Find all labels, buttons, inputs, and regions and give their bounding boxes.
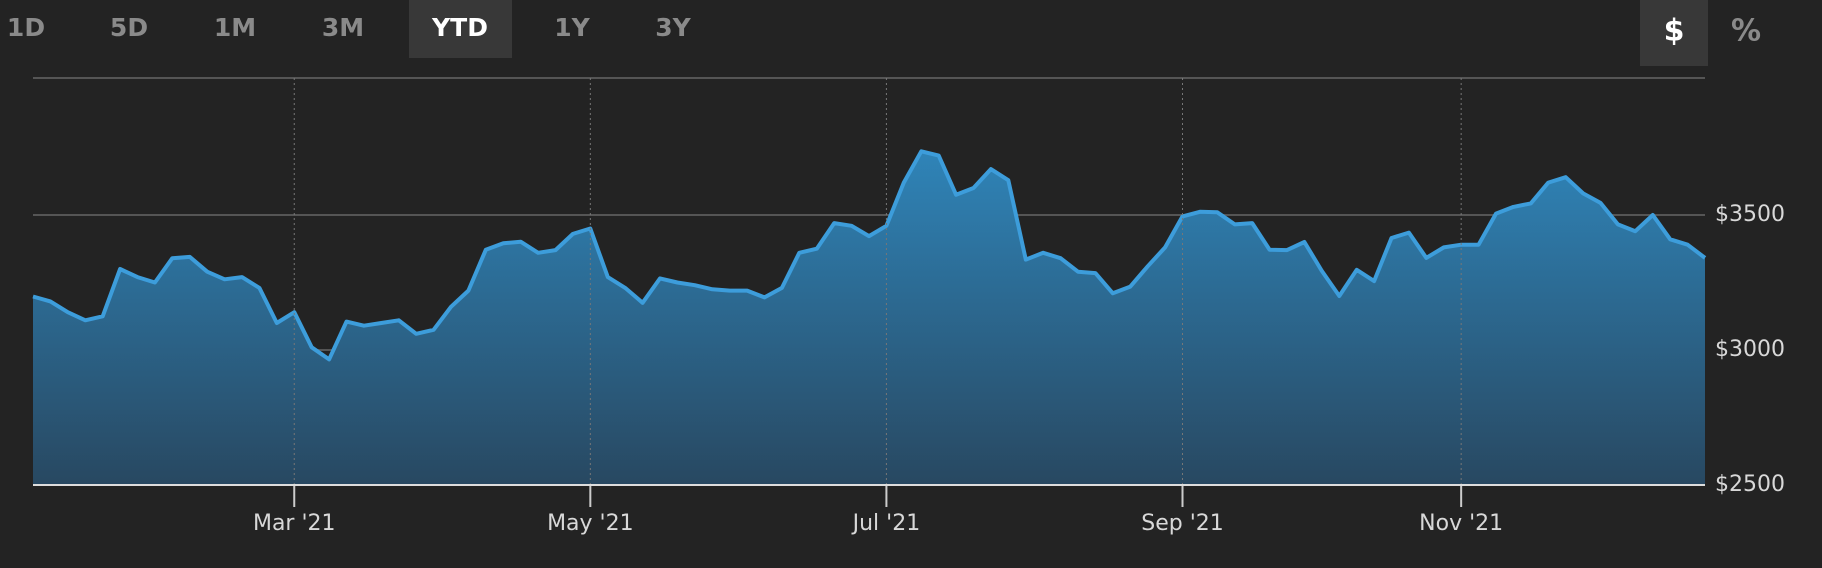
range-button[interactable]: 1D <box>7 13 45 42</box>
area <box>33 151 1705 486</box>
unit-button[interactable]: % <box>1731 14 1761 49</box>
x-tick-label: Sep '21 <box>1141 511 1224 536</box>
range-button-bg <box>409 0 512 58</box>
line <box>32 149 1707 362</box>
y-tick-label: $2500 <box>1715 472 1785 497</box>
range-button[interactable]: 5D <box>110 13 148 42</box>
x-tick-label: Nov '21 <box>1419 511 1503 536</box>
x-tick-label: May '21 <box>547 511 634 536</box>
x-tick-label: Mar '21 <box>253 511 336 536</box>
range-button[interactable]: 1Y <box>554 13 590 42</box>
x-tick-label: Jul '21 <box>851 511 921 536</box>
unit-button-bg <box>1640 0 1708 66</box>
unit-button[interactable]: $ <box>1664 14 1685 49</box>
y-tick-label: $3500 <box>1715 202 1785 227</box>
y-tick-label: $3000 <box>1715 337 1785 362</box>
range-button[interactable]: 3Y <box>655 13 691 42</box>
range-button[interactable]: 1M <box>214 13 256 42</box>
range-button[interactable]: YTD <box>431 13 488 42</box>
range-button[interactable]: 3M <box>322 13 364 42</box>
